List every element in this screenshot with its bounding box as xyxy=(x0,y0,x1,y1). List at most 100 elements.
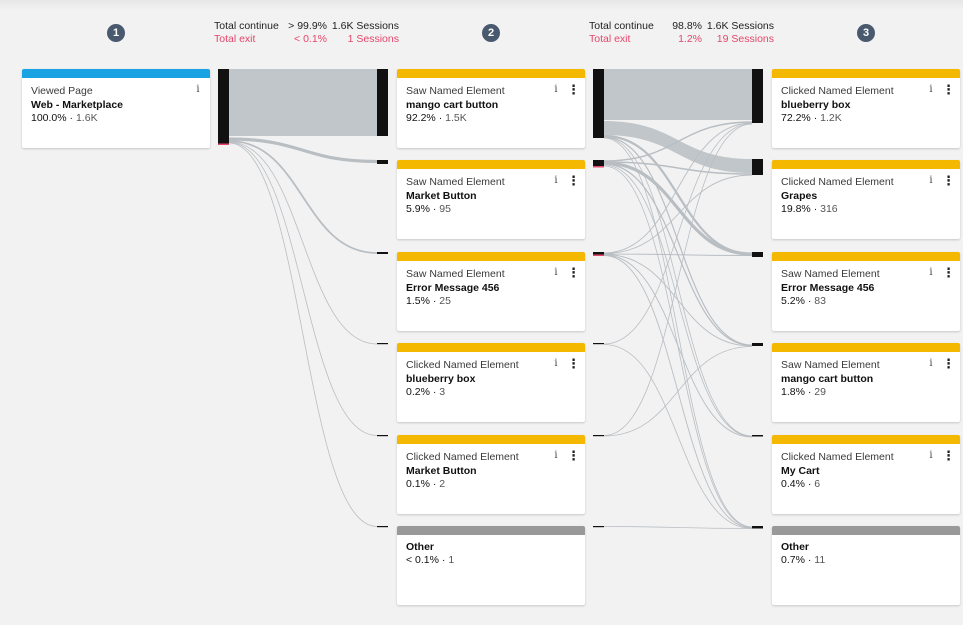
top-shadow xyxy=(0,0,963,10)
flow-link[interactable] xyxy=(603,254,753,438)
node-metric: 100.0% · 1.6K xyxy=(31,112,98,124)
flow-link[interactable] xyxy=(603,123,753,436)
node-step2-market-button[interactable]: Saw Named Element i ⋮ Market Button 5.9%… xyxy=(397,160,585,239)
total-exit-percent: 1.2% xyxy=(678,32,702,45)
node-color-bar xyxy=(397,343,585,352)
node-event-type: Saw Named Element xyxy=(406,85,505,97)
flow-link[interactable] xyxy=(603,161,753,175)
flow-band[interactable] xyxy=(229,69,377,136)
node-step2-error-message-456[interactable]: Saw Named Element i ⋮ Error Message 456 … xyxy=(397,252,585,331)
exit-marker xyxy=(593,254,604,256)
node-event-name: Other xyxy=(781,541,810,553)
more-vertical-icon[interactable]: ⋮ xyxy=(567,356,580,371)
info-icon[interactable]: i xyxy=(554,450,558,461)
node-color-bar xyxy=(772,160,960,169)
target-node-bar xyxy=(752,252,763,257)
info-icon[interactable]: i xyxy=(929,450,933,461)
more-vertical-icon[interactable]: ⋮ xyxy=(567,82,580,97)
node-color-bar xyxy=(397,435,585,444)
flow-link[interactable] xyxy=(603,254,753,347)
node-event-type: Clicked Named Element xyxy=(406,359,519,371)
node-step3-grapes[interactable]: Clicked Named Element i ⋮ Grapes 19.8% ·… xyxy=(772,160,960,239)
total-continue-label: Total continue xyxy=(214,20,279,32)
node-count: 2 xyxy=(439,478,446,490)
node-percent: 1.8% xyxy=(781,386,805,398)
node-step3-my-cart[interactable]: Clicked Named Element i ⋮ My Cart 0.4% ·… xyxy=(772,435,960,514)
step-number-1: 1 xyxy=(107,24,125,42)
node-event-name: Error Message 456 xyxy=(406,282,500,294)
node-step3-error-message-456[interactable]: Saw Named Element i ⋮ Error Message 456 … xyxy=(772,252,960,331)
flow-link[interactable] xyxy=(603,253,753,256)
node-color-bar xyxy=(772,526,960,535)
node-step2-blueberry-box[interactable]: Clicked Named Element i ⋮ blueberry box … xyxy=(397,343,585,422)
flow-link[interactable] xyxy=(228,141,378,345)
node-event-name: mango cart button xyxy=(781,373,874,385)
flow-link[interactable] xyxy=(603,526,753,529)
node-percent: < 0.1% xyxy=(406,554,439,566)
node-metric: 1.8% · 29 xyxy=(781,386,826,398)
flow-link[interactable] xyxy=(603,136,753,346)
info-icon[interactable]: i xyxy=(554,267,558,278)
node-event-type: Viewed Page xyxy=(31,85,93,97)
info-icon[interactable]: i xyxy=(929,267,933,278)
flow-link[interactable] xyxy=(228,142,378,436)
flow-link[interactable] xyxy=(603,122,753,254)
flow-link[interactable] xyxy=(603,344,753,529)
flow-link[interactable] xyxy=(603,161,753,256)
node-percent: 5.2% xyxy=(781,295,805,307)
more-vertical-icon[interactable]: ⋮ xyxy=(567,173,580,188)
flow-band[interactable] xyxy=(604,69,752,120)
flow-link[interactable] xyxy=(228,142,378,527)
node-event-name: Market Button xyxy=(406,190,477,202)
flow-link[interactable] xyxy=(228,140,378,254)
more-vertical-icon[interactable]: ⋮ xyxy=(942,356,955,371)
flow-link[interactable] xyxy=(603,137,753,437)
node-metric: < 0.1% · 1 xyxy=(406,554,455,566)
node-step2-clicked-market-button[interactable]: Clicked Named Element i ⋮ Market Button … xyxy=(397,435,585,514)
node-step2-other[interactable]: Other < 0.1% · 1 xyxy=(397,526,585,605)
flow-band[interactable] xyxy=(604,121,752,173)
node-viewed-page-web-marketplace[interactable]: Viewed Page i Web - Marketplace 100.0% ·… xyxy=(22,69,210,148)
more-vertical-icon[interactable]: ⋮ xyxy=(942,265,955,280)
target-node-bar xyxy=(752,69,763,123)
source-node-bar xyxy=(593,69,604,138)
more-vertical-icon[interactable]: ⋮ xyxy=(567,265,580,280)
more-vertical-icon[interactable]: ⋮ xyxy=(567,448,580,463)
step-number-3: 3 xyxy=(857,24,875,42)
node-percent: 1.5% xyxy=(406,295,430,307)
node-metric: 0.4% · 6 xyxy=(781,478,821,490)
info-icon[interactable]: i xyxy=(196,84,200,95)
info-icon[interactable]: i xyxy=(929,175,933,186)
total-exit-percent: < 0.1% xyxy=(294,32,327,45)
more-vertical-icon[interactable]: ⋮ xyxy=(942,82,955,97)
info-icon[interactable]: i xyxy=(929,358,933,369)
flow-link[interactable] xyxy=(603,121,753,162)
node-step3-blueberry-box[interactable]: Clicked Named Element i ⋮ blueberry box … xyxy=(772,69,960,148)
node-metric: 72.2% · 1.2K xyxy=(781,112,842,124)
node-metric: 19.8% · 316 xyxy=(781,203,838,215)
info-icon[interactable]: i xyxy=(554,84,558,95)
node-event-name: mango cart button xyxy=(406,99,499,111)
flow-link[interactable] xyxy=(603,346,753,437)
node-event-type: Clicked Named Element xyxy=(781,85,894,97)
total-continue-sessions: 1.6K Sessions xyxy=(706,20,774,32)
node-metric: 1.5% · 25 xyxy=(406,295,451,307)
node-step2-mango-cart-button[interactable]: Saw Named Element i ⋮ mango cart button … xyxy=(397,69,585,148)
flow-link[interactable] xyxy=(603,174,753,254)
info-icon[interactable]: i xyxy=(554,358,558,369)
node-percent: 0.7% xyxy=(781,554,805,566)
more-vertical-icon[interactable]: ⋮ xyxy=(942,448,955,463)
source-node-bar xyxy=(218,69,229,145)
info-icon[interactable]: i xyxy=(554,175,558,186)
node-step3-other[interactable]: Other 0.7% · 11 xyxy=(772,526,960,605)
node-step3-mango-cart-button[interactable]: Saw Named Element i ⋮ mango cart button … xyxy=(772,343,960,422)
node-metric: 5.2% · 83 xyxy=(781,295,826,307)
info-icon[interactable]: i xyxy=(929,84,933,95)
flow-link[interactable] xyxy=(228,137,378,164)
total-continue-percent: 98.8% xyxy=(672,20,702,32)
more-vertical-icon[interactable]: ⋮ xyxy=(942,173,955,188)
total-exit-sessions: 1 Sessions xyxy=(347,32,399,45)
flow-link[interactable] xyxy=(603,123,753,345)
source-node-bar xyxy=(593,160,604,167)
